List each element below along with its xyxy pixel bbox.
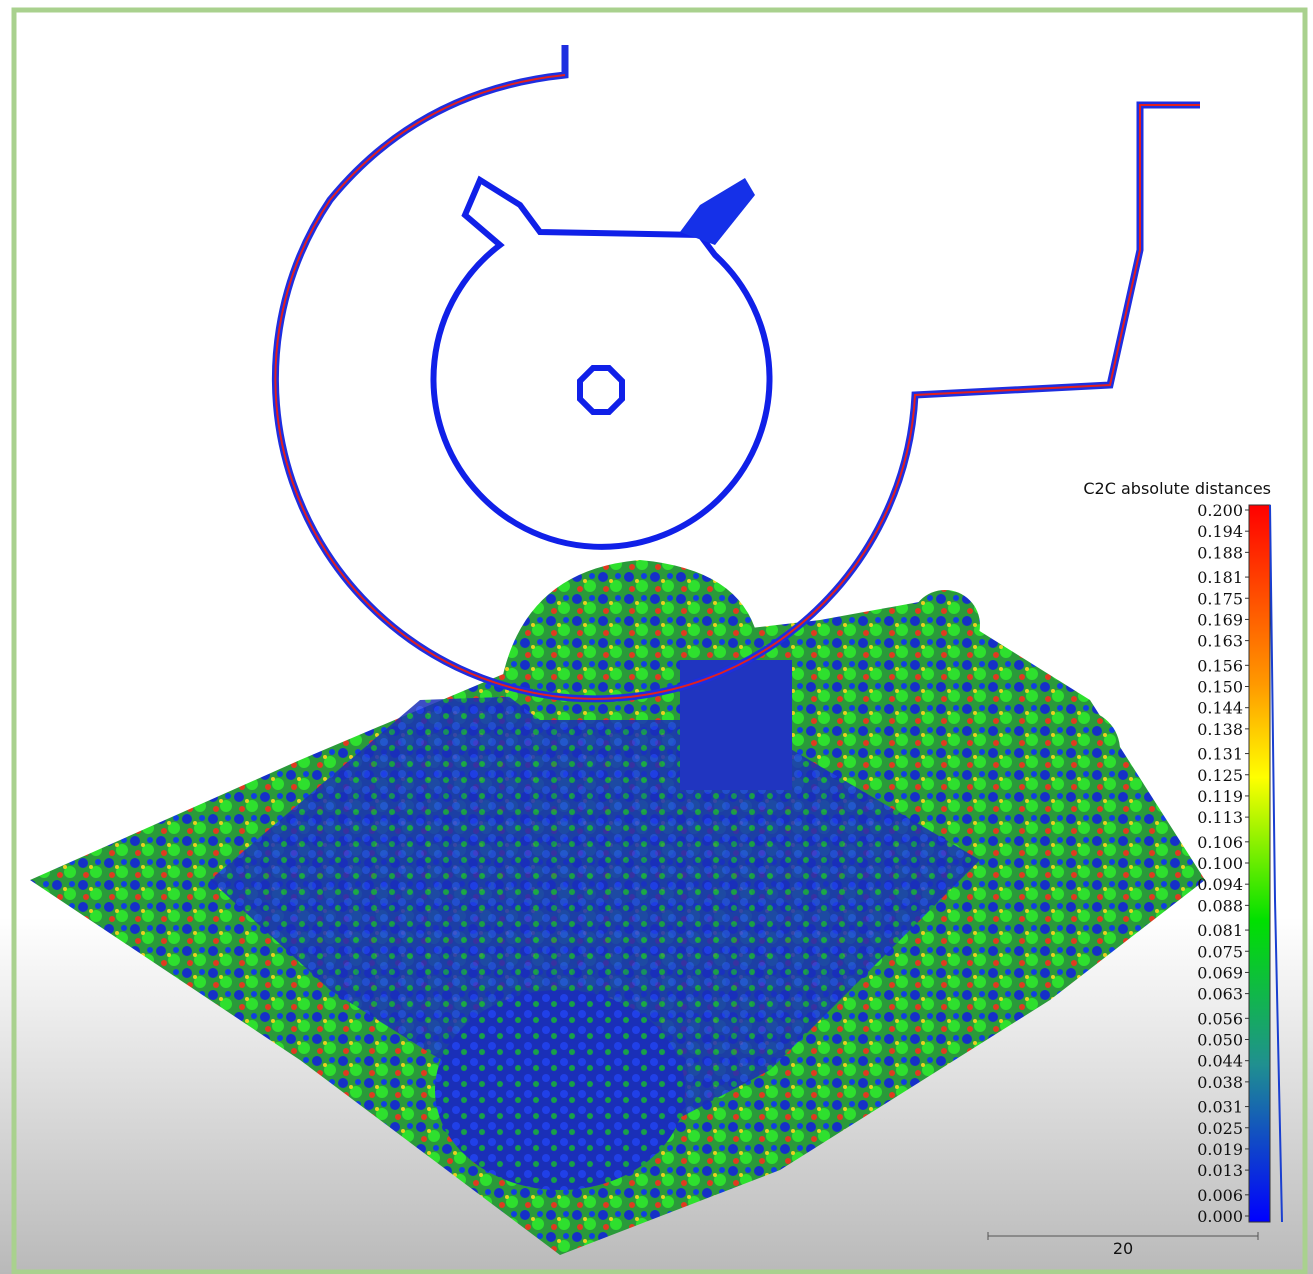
scale-tick-label: 0.019 [1197, 1140, 1243, 1159]
scale-tick-label: 0.100 [1197, 854, 1243, 873]
scale-tick-label: 0.056 [1197, 1009, 1243, 1028]
scale-bar [1249, 505, 1270, 1222]
scale-tick-label: 0.081 [1197, 921, 1243, 940]
scale-tick-label: 0.113 [1197, 808, 1243, 827]
scale-tick-label: 0.175 [1197, 589, 1243, 608]
scale-tick-label: 0.069 [1197, 963, 1243, 982]
scale-tick-label: 0.119 [1197, 787, 1243, 806]
scale-tick-label: 0.006 [1197, 1186, 1243, 1205]
scale-tick-label: 0.013 [1197, 1161, 1243, 1180]
scale-tick-label: 0.044 [1197, 1052, 1243, 1071]
scale-tick-label: 0.144 [1197, 699, 1243, 718]
scale-tick-label: 0.094 [1197, 875, 1243, 894]
ruler-label: 20 [1113, 1239, 1133, 1258]
scale-tick-label: 0.169 [1197, 610, 1243, 629]
scale-tick-label: 0.156 [1197, 656, 1243, 675]
scale-tick-label: 0.000 [1197, 1207, 1243, 1226]
scale-tick-label: 0.200 [1197, 501, 1243, 520]
scale-tick-label: 0.138 [1197, 720, 1243, 739]
scale-tick-label: 0.038 [1197, 1073, 1243, 1092]
scale-tick-label: 0.031 [1197, 1098, 1243, 1117]
scale-tick-label: 0.025 [1197, 1119, 1243, 1138]
scale-tick-label: 0.131 [1197, 745, 1243, 764]
scale-tick-label: 0.150 [1197, 678, 1243, 697]
scale-title: C2C absolute distances [1083, 479, 1271, 498]
scale-tick-label: 0.163 [1197, 632, 1243, 651]
scale-tick-label: 0.125 [1197, 766, 1243, 785]
scale-tick-label: 0.063 [1197, 985, 1243, 1004]
tree [1040, 710, 1120, 790]
scale-tick-label: 0.181 [1197, 568, 1243, 587]
tree [910, 590, 980, 660]
scale-tick-label: 0.106 [1197, 833, 1243, 852]
scale-tick-label: 0.194 [1197, 522, 1243, 541]
tower [435, 990, 685, 1190]
scale-tick-label: 0.050 [1197, 1031, 1243, 1050]
scale-tick-label: 0.088 [1197, 896, 1243, 915]
viewport: C2C absolute distances 20 0.200 0.194 0.18… [0, 0, 1313, 1274]
scale-tick-label: 0.188 [1197, 543, 1243, 562]
scale-tick-label: 0.075 [1197, 942, 1243, 961]
